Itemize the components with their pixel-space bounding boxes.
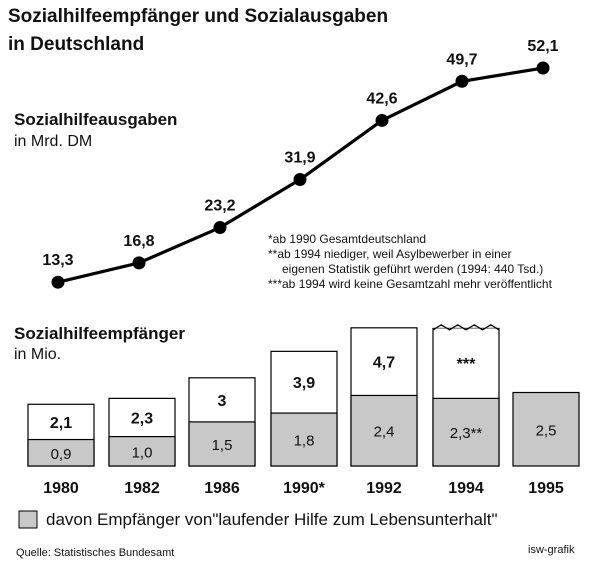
total-label-1980: 2,1 [50, 415, 72, 432]
footnote-4: ***ab 1994 wird keine Gesamtzahl mehr ve… [268, 277, 552, 291]
shaded-bar-1980 [27, 438, 95, 467]
year-label-1982: 1982 [124, 480, 160, 497]
footnote-3: eigenen Statistik geführt werden (1994: … [282, 262, 544, 276]
legend-label: davon Empfänger von"laufender Hilfe zum … [46, 510, 498, 529]
shaded-bar-1995 [512, 391, 580, 467]
data-point-1990 [293, 173, 307, 187]
year-label-1986: 1986 [204, 480, 240, 497]
total-label-1986: 3 [218, 393, 227, 410]
legend-swatch [18, 510, 38, 529]
data-point-1982 [132, 256, 146, 270]
footnotes: *ab 1990 Gesamtdeutschland **ab 1994 nie… [268, 232, 552, 292]
year-label-1980: 1980 [43, 480, 79, 497]
bar-chart-title: Sozialhilfeempfänger [14, 324, 185, 343]
shaded-bar-1986 [188, 421, 256, 467]
year-label-1990*: 1990* [283, 480, 326, 497]
value-label-1994: 49,7 [446, 51, 477, 68]
shaded-label-1995: 2,5 [536, 422, 557, 439]
shaded-label-1980: 0,9 [51, 446, 72, 463]
data-point-1986 [213, 221, 227, 235]
chart-title-line2: in Deutschland [8, 34, 145, 55]
total-label-1990*: 3,9 [293, 375, 315, 392]
data-point-1992 [375, 113, 389, 127]
line-chart-title: Sozialhilfeausgaben [14, 110, 178, 129]
value-label-1980: 13,3 [42, 252, 73, 269]
line-chart: 13,3 16,8 23,2 31,9 42,6 49,7 52,1 [42, 38, 559, 289]
torn-edge-line-1994 [432, 324, 500, 331]
total-label-1994: *** [457, 356, 476, 373]
value-label-1995: 52,1 [527, 38, 558, 55]
bar-chart: 2,1 0,9 1980 2,3 1,0 1982 3 1,5 1986 3,9 1,8 1990* 4… [27, 321, 580, 497]
value-label-1992: 42,6 [366, 90, 397, 107]
data-point-1994 [455, 74, 469, 88]
chart-title-line1: Sozialhilfeempfänger und Sozialausgaben [8, 6, 389, 27]
shaded-bar-1992 [350, 394, 418, 467]
value-label-1982: 16,8 [123, 233, 154, 250]
torn-gap-1994 [432, 321, 500, 328]
year-label-1995: 1995 [528, 480, 564, 497]
footnote-1: *ab 1990 Gesamtdeutschland [268, 232, 427, 246]
data-point-1995 [536, 61, 550, 75]
source-note: Quelle: Statistisches Bundesamt [16, 547, 175, 559]
value-label-1990: 31,9 [284, 150, 315, 167]
value-label-1986: 23,2 [204, 198, 235, 215]
year-label-1994: 1994 [448, 480, 484, 497]
shaded-label-1986: 1,5 [212, 437, 233, 454]
year-label-1992: 1992 [366, 480, 402, 497]
shaded-bar-1994 [432, 397, 500, 467]
data-point-1980 [51, 275, 65, 289]
shaded-label-1990*: 1,8 [294, 433, 315, 450]
shaded-label-1992: 2,4 [374, 424, 395, 441]
credit-note: isw-grafik [528, 544, 575, 556]
shaded-bar-1990* [270, 412, 338, 467]
shaded-label-1994: 2,3** [450, 425, 483, 442]
bar-chart-unit: in Mio. [14, 346, 62, 363]
total-label-1992: 4,7 [373, 355, 395, 372]
footnote-2: **ab 1994 niediger, weil Asylbewerber in… [268, 247, 512, 261]
shaded-bar-1982 [108, 436, 176, 467]
shaded-label-1982: 1,0 [132, 444, 153, 461]
line-chart-unit: in Mrd. DM [14, 133, 93, 150]
total-label-1982: 2,3 [131, 410, 153, 427]
